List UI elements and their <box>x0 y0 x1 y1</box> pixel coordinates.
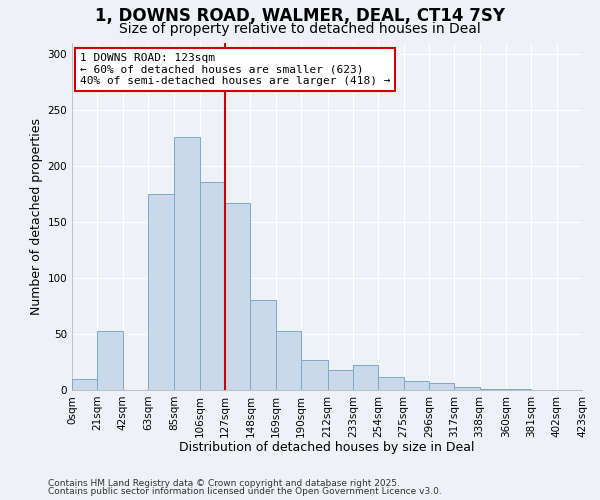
Bar <box>200 182 225 390</box>
Bar <box>225 203 250 390</box>
Bar <box>276 330 301 390</box>
Bar <box>454 386 479 390</box>
Text: 1, DOWNS ROAD, WALMER, DEAL, CT14 7SY: 1, DOWNS ROAD, WALMER, DEAL, CT14 7SY <box>95 8 505 26</box>
Bar <box>72 379 97 390</box>
Text: Contains public sector information licensed under the Open Government Licence v3: Contains public sector information licen… <box>48 487 442 496</box>
Bar <box>175 136 200 390</box>
Bar <box>378 376 404 390</box>
Text: Size of property relative to detached houses in Deal: Size of property relative to detached ho… <box>119 22 481 36</box>
Y-axis label: Number of detached properties: Number of detached properties <box>30 118 43 315</box>
Bar <box>97 330 122 390</box>
Bar <box>404 381 429 390</box>
Bar <box>506 389 532 390</box>
Bar <box>429 384 454 390</box>
Bar <box>301 360 328 390</box>
Text: Contains HM Land Registry data © Crown copyright and database right 2025.: Contains HM Land Registry data © Crown c… <box>48 478 400 488</box>
X-axis label: Distribution of detached houses by size in Deal: Distribution of detached houses by size … <box>179 441 475 454</box>
Bar <box>250 300 276 390</box>
Bar <box>479 389 506 390</box>
Bar <box>328 370 353 390</box>
Text: 1 DOWNS ROAD: 123sqm
← 60% of detached houses are smaller (623)
40% of semi-deta: 1 DOWNS ROAD: 123sqm ← 60% of detached h… <box>80 53 390 86</box>
Bar <box>353 366 378 390</box>
Bar <box>148 194 175 390</box>
